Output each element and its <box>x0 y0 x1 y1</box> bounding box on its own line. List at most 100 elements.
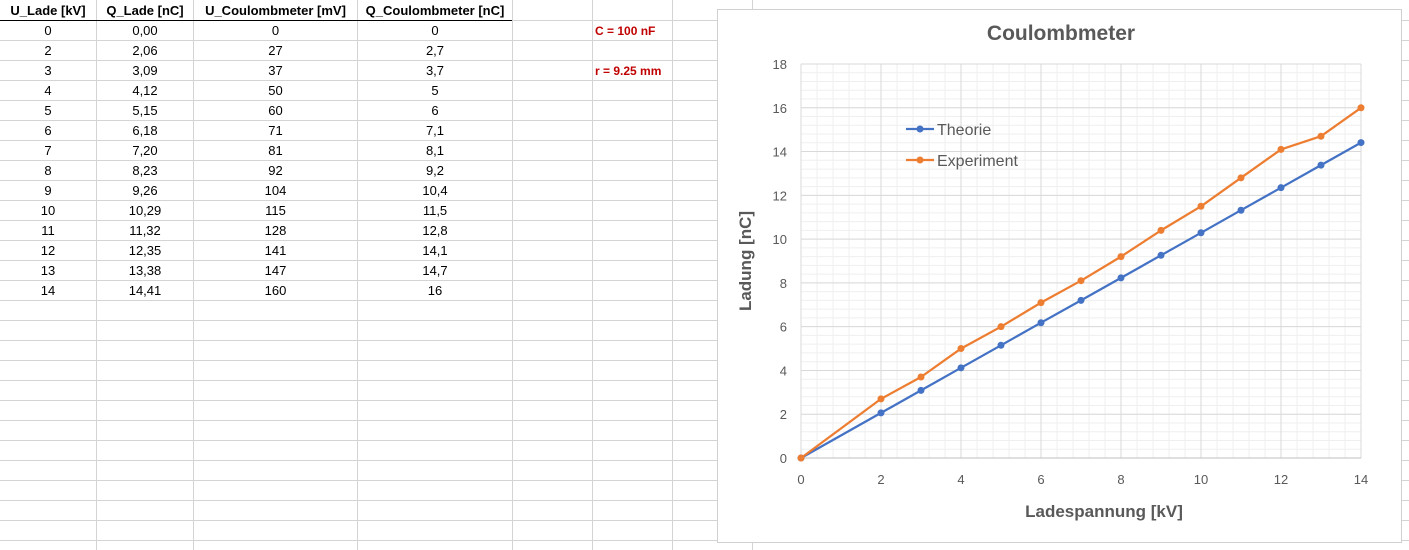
data-point-theorie[interactable] <box>1357 139 1365 147</box>
table-cell[interactable]: 13 <box>40 263 56 278</box>
table-cell[interactable]: 0 <box>271 23 280 38</box>
table-cell[interactable]: 14,41 <box>128 283 162 298</box>
table-cell[interactable]: 8,1 <box>425 143 445 158</box>
table-cell[interactable]: 6,18 <box>132 123 158 138</box>
data-point-experiment[interactable] <box>1197 202 1205 210</box>
note-radius[interactable]: r = 9.25 mm <box>595 64 662 78</box>
table-cell[interactable]: 9,2 <box>425 163 445 178</box>
table-cell[interactable]: 11,32 <box>129 223 161 238</box>
column-header[interactable]: U_Coulombmeter [mV] <box>205 3 346 18</box>
row-line <box>0 300 1409 301</box>
data-point-experiment[interactable] <box>1237 174 1245 182</box>
series-line-experiment[interactable] <box>800 106 1362 459</box>
row-line <box>0 120 1409 121</box>
column-line-4 <box>0 0 513 550</box>
table-cell[interactable]: 141 <box>264 243 287 258</box>
data-point-experiment[interactable] <box>1157 226 1165 234</box>
series-line-theorie[interactable] <box>800 141 1362 459</box>
data-point-experiment[interactable] <box>877 395 885 403</box>
x-tick-label: 2 <box>877 472 884 487</box>
table-cell[interactable]: 0 <box>431 23 439 38</box>
note-capacitance[interactable]: C = 100 nF <box>595 24 656 38</box>
table-cell[interactable]: 10,29 <box>128 203 162 218</box>
table-cell[interactable]: 12,35 <box>128 243 162 258</box>
table-cell[interactable]: 2,7 <box>425 43 445 58</box>
row-line <box>0 520 1409 521</box>
table-cell[interactable]: 147 <box>264 263 287 278</box>
table-cell[interactable]: 12,8 <box>422 223 448 238</box>
table-cell[interactable]: 2 <box>44 43 52 58</box>
table-cell[interactable]: 160 <box>264 283 287 298</box>
table-cell[interactable]: 3,7 <box>425 63 445 78</box>
data-point-theorie[interactable] <box>957 364 965 372</box>
table-cell[interactable]: 7 <box>44 143 52 158</box>
table-cell[interactable]: 115 <box>265 203 286 218</box>
table-cell[interactable]: 3 <box>44 63 52 78</box>
table-cell[interactable]: 128 <box>264 223 287 238</box>
table-cell[interactable]: 0,00 <box>132 23 158 38</box>
chart-area[interactable]: 0 2 4 6 8 10 12 14 0 2 4 6 8 10 12 14 16 18 Coulombmeter … <box>717 9 1402 543</box>
data-point-theorie[interactable] <box>1037 319 1045 327</box>
column-line-2 <box>0 0 194 550</box>
data-point-experiment[interactable] <box>1077 277 1085 285</box>
table-cell[interactable]: 7,20 <box>132 143 158 158</box>
table-cell[interactable]: 14,7 <box>422 263 448 278</box>
table-cell[interactable]: 14 <box>40 283 56 298</box>
table-cell[interactable]: 92 <box>268 163 283 178</box>
data-point-theorie[interactable] <box>877 409 885 417</box>
table-cell[interactable]: 6 <box>431 103 439 118</box>
table-cell[interactable]: 4,12 <box>132 83 158 98</box>
table-cell[interactable]: 11,5 <box>422 203 448 218</box>
data-point-experiment[interactable] <box>917 373 925 381</box>
data-point-theorie[interactable] <box>997 341 1005 349</box>
table-cell[interactable]: 27 <box>268 43 283 58</box>
table-cell[interactable]: 6 <box>44 123 52 138</box>
table-cell[interactable]: 8,23 <box>132 163 158 178</box>
table-cell[interactable]: 11 <box>41 223 55 238</box>
table-cell[interactable]: 10,4 <box>422 183 448 198</box>
table-cell[interactable]: 12 <box>40 243 56 258</box>
data-point-experiment[interactable] <box>1037 299 1045 307</box>
column-header[interactable]: Q_Lade [nC] <box>106 3 184 18</box>
data-point-theorie[interactable] <box>1117 274 1125 282</box>
table-cell[interactable]: 16 <box>427 283 443 298</box>
data-point-theorie[interactable] <box>1277 184 1285 192</box>
data-point-theorie[interactable] <box>1237 206 1245 214</box>
table-cell[interactable]: 5 <box>431 83 439 98</box>
data-point-theorie[interactable] <box>1077 296 1085 304</box>
table-cell[interactable]: 0 <box>44 23 52 38</box>
column-header[interactable]: Q_Coulombmeter [nC] <box>365 3 505 18</box>
table-cell[interactable]: 9 <box>44 183 52 198</box>
data-point-experiment[interactable] <box>1277 145 1285 153</box>
data-point-experiment[interactable] <box>957 345 965 353</box>
table-cell[interactable]: 3,09 <box>132 63 158 78</box>
data-point-theorie[interactable] <box>1317 161 1325 169</box>
data-point-experiment[interactable] <box>797 454 805 462</box>
table-cell[interactable]: 81 <box>268 143 283 158</box>
table-cell[interactable]: 5 <box>44 103 52 118</box>
table-cell[interactable]: 5,15 <box>132 103 158 118</box>
data-point-experiment[interactable] <box>1117 253 1125 261</box>
data-point-experiment[interactable] <box>1357 104 1365 112</box>
table-cell[interactable]: 2,06 <box>132 43 158 58</box>
data-point-experiment[interactable] <box>997 323 1005 331</box>
table-cell[interactable]: 10 <box>40 203 56 218</box>
table-cell[interactable]: 104 <box>264 183 287 198</box>
table-cell[interactable]: 8 <box>44 163 52 178</box>
x-tick-label: 8 <box>1117 472 1124 487</box>
table-cell[interactable]: 13,38 <box>128 263 162 278</box>
table-cell[interactable]: 4 <box>44 83 52 98</box>
table-cell[interactable]: 37 <box>268 63 283 78</box>
data-point-experiment[interactable] <box>1317 132 1325 140</box>
table-cell[interactable]: 50 <box>268 83 283 98</box>
table-cell[interactable]: 9,26 <box>132 183 158 198</box>
column-header[interactable]: U_Lade [kV] <box>10 3 86 18</box>
chart-legend[interactable]: Theorie Experiment <box>906 122 1018 170</box>
table-cell[interactable]: 7,1 <box>425 123 445 138</box>
data-point-theorie[interactable] <box>1197 229 1205 237</box>
table-cell[interactable]: 71 <box>268 123 283 138</box>
data-point-theorie[interactable] <box>1157 251 1165 259</box>
table-cell[interactable]: 14,1 <box>422 243 448 258</box>
table-cell[interactable]: 60 <box>268 103 283 118</box>
data-point-theorie[interactable] <box>917 386 925 394</box>
